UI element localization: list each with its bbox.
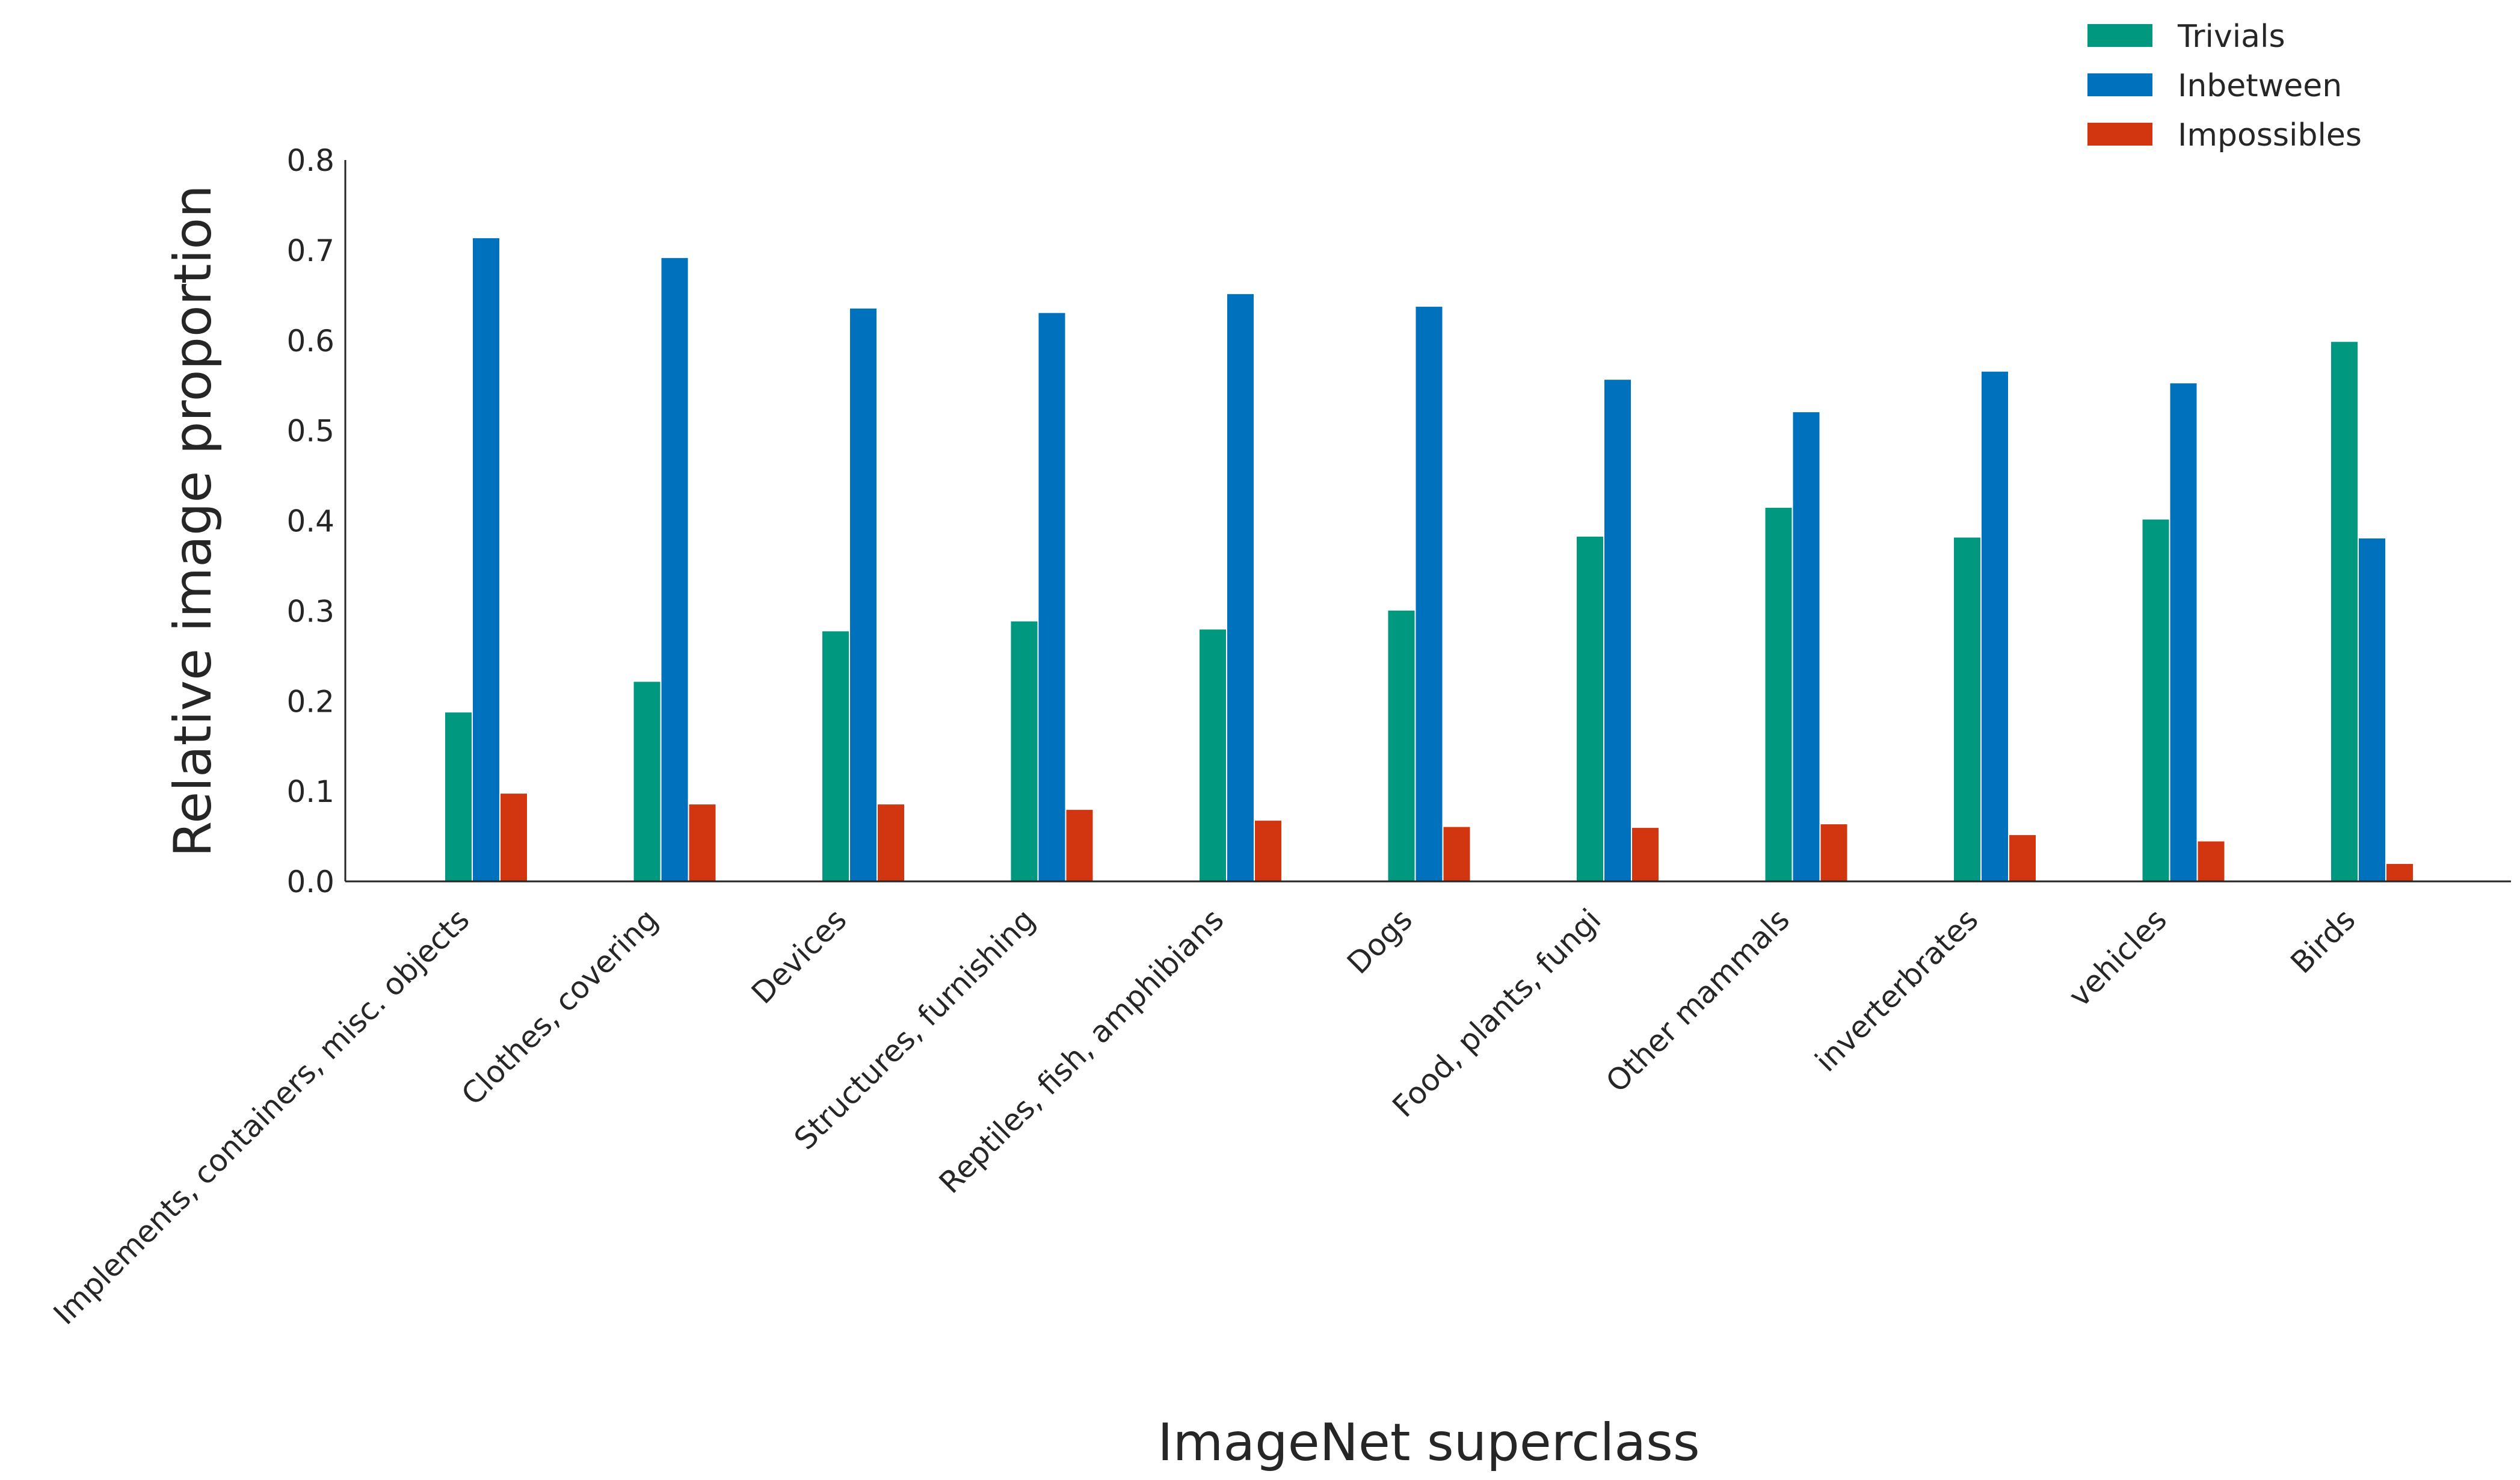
bar-impossibles-10: [2385, 863, 2414, 883]
bar-inbetween-0: [472, 236, 501, 883]
bar-impossibles-0: [499, 792, 528, 883]
x-tick-label: Dogs: [1340, 902, 1419, 981]
bar-impossibles-3: [1065, 809, 1094, 882]
bar-impossibles-7: [1819, 823, 1849, 882]
bar-inbetween-1: [660, 256, 689, 882]
bar-trivials-9: [2141, 518, 2170, 882]
bar-inbetween-9: [2169, 382, 2198, 882]
y-tick-label: 0.8: [286, 143, 334, 178]
bar-impossibles-5: [1442, 825, 1471, 883]
x-tick-label: Devices: [745, 902, 853, 1010]
bar-trivials-7: [1764, 507, 1793, 882]
bar-trivials-2: [821, 630, 850, 883]
bar-inbetween-4: [1226, 292, 1255, 882]
bar-trivials-4: [1198, 628, 1227, 882]
y-tick-label: 0.5: [286, 414, 334, 449]
bar-trivials-6: [1576, 535, 1604, 882]
x-tick-label: Birds: [2284, 902, 2362, 980]
x-tick-label: inverterbrates: [1808, 902, 1985, 1078]
y-tick-label: 0.3: [286, 594, 334, 629]
y-tick-label: 0.0: [286, 865, 334, 899]
x-tick-label: Food, plants, fungi: [1386, 902, 1608, 1124]
bar-inbetween-3: [1037, 312, 1067, 882]
legend-label-inbetween: Inbetween: [2178, 68, 2342, 104]
bar-trivials-5: [1387, 609, 1416, 882]
bar-trivials-1: [632, 680, 662, 882]
x-axis-title: ImageNet superclass: [1157, 1413, 1699, 1473]
bar-inbetween-2: [849, 307, 878, 883]
bar-impossibles-2: [876, 803, 905, 883]
bar-trivials-8: [1953, 536, 1982, 882]
bar-inbetween-7: [1791, 411, 1821, 882]
x-tick-label: Other mammals: [1599, 902, 1796, 1099]
bars-group: [444, 236, 2414, 883]
bar-inbetween-6: [1603, 378, 1632, 882]
bar-impossibles-1: [688, 803, 717, 883]
x-axis-ticks: Implements, containers, misc. objectsClo…: [47, 902, 2362, 1331]
legend-swatch-trivials: [2087, 24, 2152, 47]
y-tick-label: 0.7: [286, 233, 334, 268]
y-tick-label: 0.4: [286, 504, 334, 539]
bar-impossibles-8: [2008, 834, 2037, 882]
bar-impossibles-6: [1631, 827, 1660, 882]
legend-label-trivials: Trivials: [2177, 19, 2285, 55]
y-tick-label: 0.6: [286, 324, 334, 359]
bar-impossibles-9: [2196, 840, 2226, 883]
y-tick-label: 0.2: [286, 684, 334, 719]
y-axis-ticks: 0.0 0.1 0.2 0.3 0.4 0.5 0.6 0.7 0.8: [286, 143, 334, 899]
x-tick-label: vehicles: [2062, 902, 2173, 1013]
y-axis-title: Relative image proportion: [163, 185, 223, 857]
x-tick-label: Implements, containers, misc. objects: [47, 902, 476, 1331]
x-tick-label: Clothes, covering: [455, 902, 665, 1112]
bar-inbetween-10: [2358, 537, 2386, 882]
legend-label-impossibles: Impossibles: [2178, 117, 2362, 153]
legend-swatch-inbetween: [2087, 73, 2152, 96]
bar-impossibles-4: [1254, 819, 1283, 882]
legend: Trivials Inbetween Impossibles: [2087, 19, 2362, 153]
bar-trivials-0: [444, 711, 473, 882]
bar-trivials-10: [2330, 341, 2359, 882]
legend-swatch-impossibles: [2087, 123, 2152, 146]
y-tick-label: 0.1: [286, 774, 334, 809]
bar-inbetween-5: [1414, 305, 1444, 882]
bar-inbetween-8: [1980, 370, 2009, 882]
bar-trivials-3: [1009, 620, 1039, 882]
